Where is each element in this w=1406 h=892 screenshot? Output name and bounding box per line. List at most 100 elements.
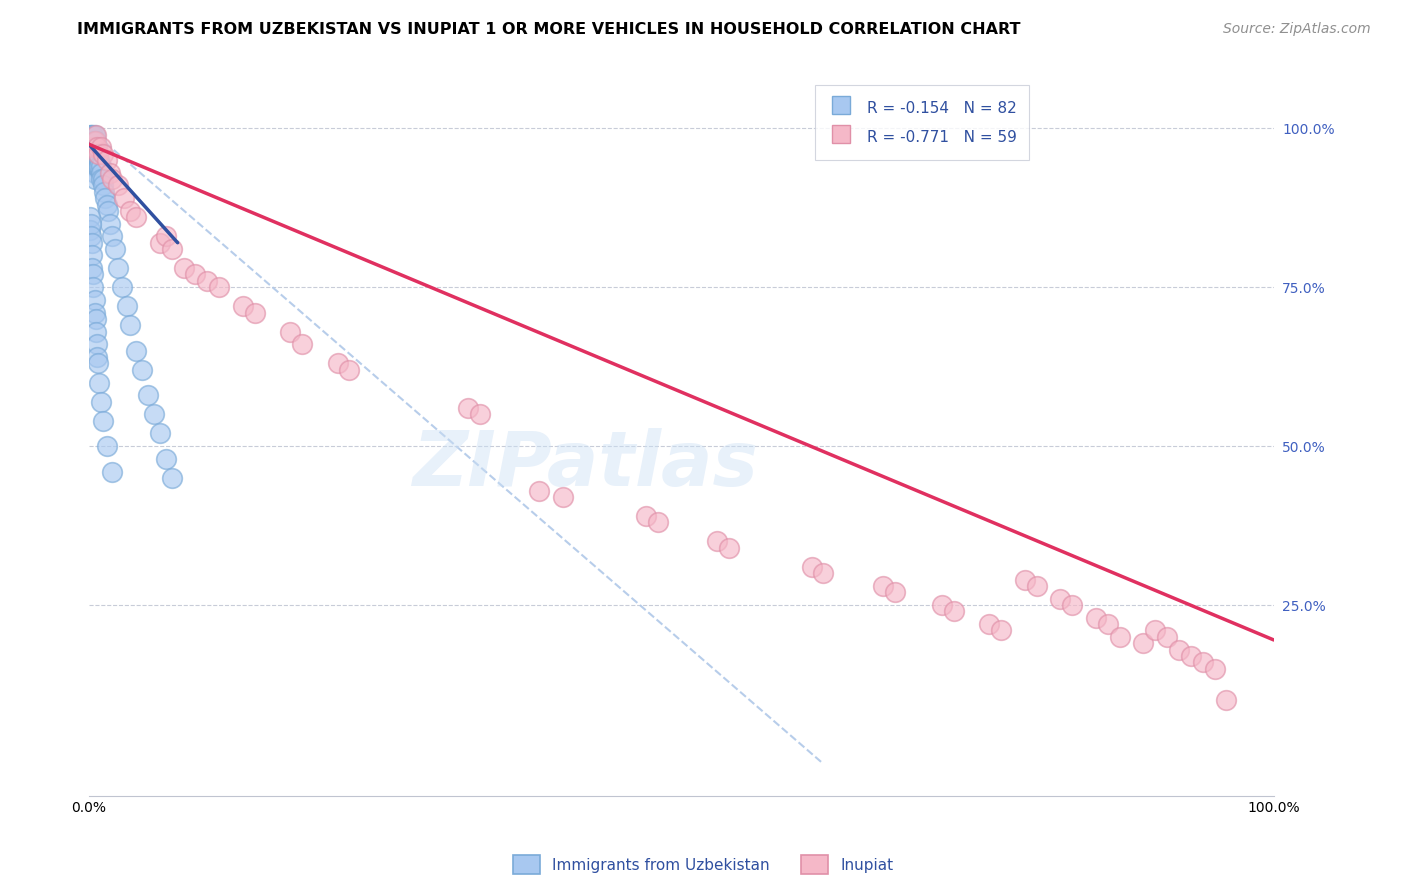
- Point: [86, 337, 108, 351]
- Point: [149, 426, 172, 441]
- Point: [942, 604, 965, 618]
- Point: [107, 261, 129, 276]
- Point: [142, 407, 165, 421]
- Point: [551, 490, 574, 504]
- Point: [1215, 693, 1237, 707]
- Point: [232, 299, 254, 313]
- Point: [82, 261, 104, 276]
- Point: [83, 172, 105, 186]
- Point: [82, 268, 104, 282]
- Point: [1062, 598, 1084, 612]
- Text: Source: ZipAtlas.com: Source: ZipAtlas.com: [1223, 22, 1371, 37]
- Point: [136, 388, 159, 402]
- Point: [86, 140, 108, 154]
- Point: [813, 566, 835, 581]
- Point: [83, 160, 105, 174]
- Point: [1191, 655, 1213, 669]
- Point: [82, 134, 104, 148]
- Point: [990, 624, 1012, 638]
- Point: [1049, 591, 1071, 606]
- Point: [82, 146, 104, 161]
- Point: [80, 128, 103, 142]
- Point: [872, 579, 894, 593]
- Point: [173, 261, 195, 276]
- Point: [90, 172, 112, 186]
- Point: [91, 172, 114, 186]
- Point: [93, 185, 115, 199]
- Point: [86, 140, 108, 154]
- Point: [160, 242, 183, 256]
- Point: [115, 299, 138, 313]
- Point: [291, 337, 314, 351]
- Point: [634, 509, 657, 524]
- Legend: R = -0.154   N = 82, R = -0.771   N = 59: R = -0.154 N = 82, R = -0.771 N = 59: [815, 85, 1029, 161]
- Point: [326, 356, 349, 370]
- Point: [82, 153, 104, 167]
- Point: [120, 203, 142, 218]
- Point: [80, 140, 103, 154]
- Point: [83, 134, 105, 148]
- Legend: Immigrants from Uzbekistan, Inupiat: Immigrants from Uzbekistan, Inupiat: [506, 849, 900, 880]
- Point: [79, 134, 101, 148]
- Point: [82, 146, 104, 161]
- Point: [82, 140, 104, 154]
- Point: [149, 235, 172, 250]
- Point: [84, 153, 107, 167]
- Point: [111, 280, 134, 294]
- Point: [79, 223, 101, 237]
- Point: [86, 153, 108, 167]
- Point: [87, 356, 110, 370]
- Point: [82, 160, 104, 174]
- Point: [90, 394, 112, 409]
- Point: [104, 242, 127, 256]
- Point: [80, 217, 103, 231]
- Point: [96, 439, 118, 453]
- Point: [120, 318, 142, 333]
- Point: [155, 451, 177, 466]
- Point: [97, 203, 120, 218]
- Point: [89, 160, 111, 174]
- Point: [80, 134, 103, 148]
- Point: [82, 134, 104, 148]
- Point: [83, 153, 105, 167]
- Point: [125, 211, 148, 225]
- Point: [107, 178, 129, 193]
- Point: [82, 140, 104, 154]
- Point: [800, 560, 823, 574]
- Point: [91, 414, 114, 428]
- Text: IMMIGRANTS FROM UZBEKISTAN VS INUPIAT 1 OR MORE VEHICLES IN HOUSEHOLD CORRELATIO: IMMIGRANTS FROM UZBEKISTAN VS INUPIAT 1 …: [77, 22, 1021, 37]
- Point: [101, 465, 124, 479]
- Point: [160, 471, 183, 485]
- Point: [208, 280, 231, 294]
- Point: [91, 146, 114, 161]
- Point: [83, 134, 105, 148]
- Point: [883, 585, 905, 599]
- Point: [91, 178, 114, 193]
- Point: [1156, 630, 1178, 644]
- Point: [83, 293, 105, 307]
- Point: [86, 146, 108, 161]
- Point: [82, 235, 104, 250]
- Point: [83, 140, 105, 154]
- Point: [98, 166, 121, 180]
- Point: [86, 160, 108, 174]
- Point: [87, 153, 110, 167]
- Point: [1025, 579, 1047, 593]
- Point: [1204, 662, 1226, 676]
- Point: [84, 140, 107, 154]
- Point: [979, 617, 1001, 632]
- Point: [87, 146, 110, 161]
- Point: [96, 153, 118, 167]
- Point: [1097, 617, 1119, 632]
- Point: [83, 128, 105, 142]
- Point: [125, 343, 148, 358]
- Point: [82, 128, 104, 142]
- Point: [82, 280, 104, 294]
- Point: [278, 325, 301, 339]
- Point: [82, 128, 104, 142]
- Point: [86, 350, 108, 364]
- Point: [90, 166, 112, 180]
- Point: [84, 146, 107, 161]
- Point: [339, 363, 361, 377]
- Point: [90, 140, 112, 154]
